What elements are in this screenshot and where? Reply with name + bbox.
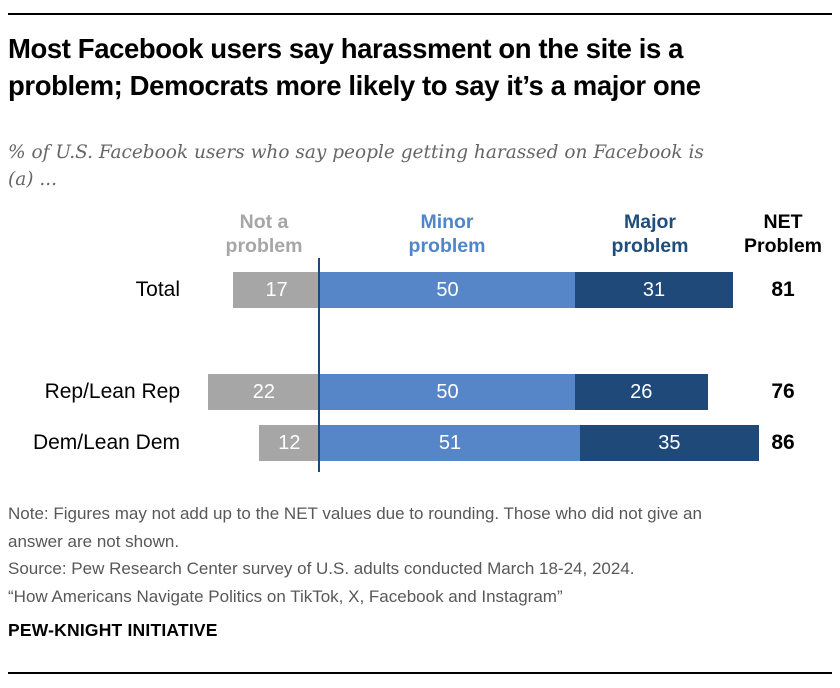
note-text-line2: answer are not shown. [8, 531, 180, 551]
bar-segment-not-a-problem: 12 [258, 425, 320, 461]
source-text: Source: Pew Research Center survey of U.… [8, 559, 635, 578]
bar-segment-minor-problem: 50 [320, 374, 575, 410]
note-text-line1: Note: Figures may not add up to the NET … [8, 504, 702, 523]
net-value: 76 [771, 380, 795, 403]
bar-segment-minor-problem: 51 [320, 425, 581, 461]
row-label-dem-lean-dem: Dem/Lean Dem [32, 431, 180, 454]
page-title-line1: Most Facebook users say harassment on th… [8, 33, 683, 64]
footer-notes: Note: Figures may not add up to the NET … [8, 500, 836, 610]
column-header-major-problem: Major problem [611, 211, 689, 257]
bar-segment-major-problem: 26 [575, 374, 708, 410]
row-label-rep-lean-rep: Rep/Lean Rep [44, 380, 180, 403]
column-header-not-a-problem: Not a problem [225, 211, 303, 257]
bottom-divider [8, 671, 832, 674]
column-header-net-problem: NET Problem [743, 211, 823, 257]
row-label-total: Total [135, 278, 180, 301]
page-title-line2: problem; Democrats more likely to say it… [8, 69, 701, 101]
bar-segment-not-a-problem: 22 [207, 374, 320, 410]
bar-segment-major-problem: 35 [580, 425, 759, 461]
top-divider [8, 12, 832, 15]
chart-subtitle: % of U.S. Facebook users who say people … [8, 139, 828, 193]
report-title-quote: “How Americans Navigate Politics on TikT… [8, 586, 563, 606]
bar-segment-not-a-problem: 17 [233, 272, 320, 308]
net-value: 81 [771, 278, 795, 301]
chart-subtitle-line1: % of U.S. Facebook users who say people … [8, 142, 704, 163]
baseline-axis [317, 258, 320, 472]
pew-knight-brand: PEW-KNIGHT INITIATIVE [8, 620, 218, 640]
page-title: Most Facebook users say harassment on th… [8, 31, 836, 104]
column-header-minor-problem: Minor problem [408, 211, 486, 257]
bar-segment-major-problem: 31 [575, 272, 734, 308]
chart-subtitle-line2: (a) ... [8, 169, 57, 190]
bar-segment-minor-problem: 50 [320, 272, 575, 308]
net-value: 86 [771, 431, 795, 454]
